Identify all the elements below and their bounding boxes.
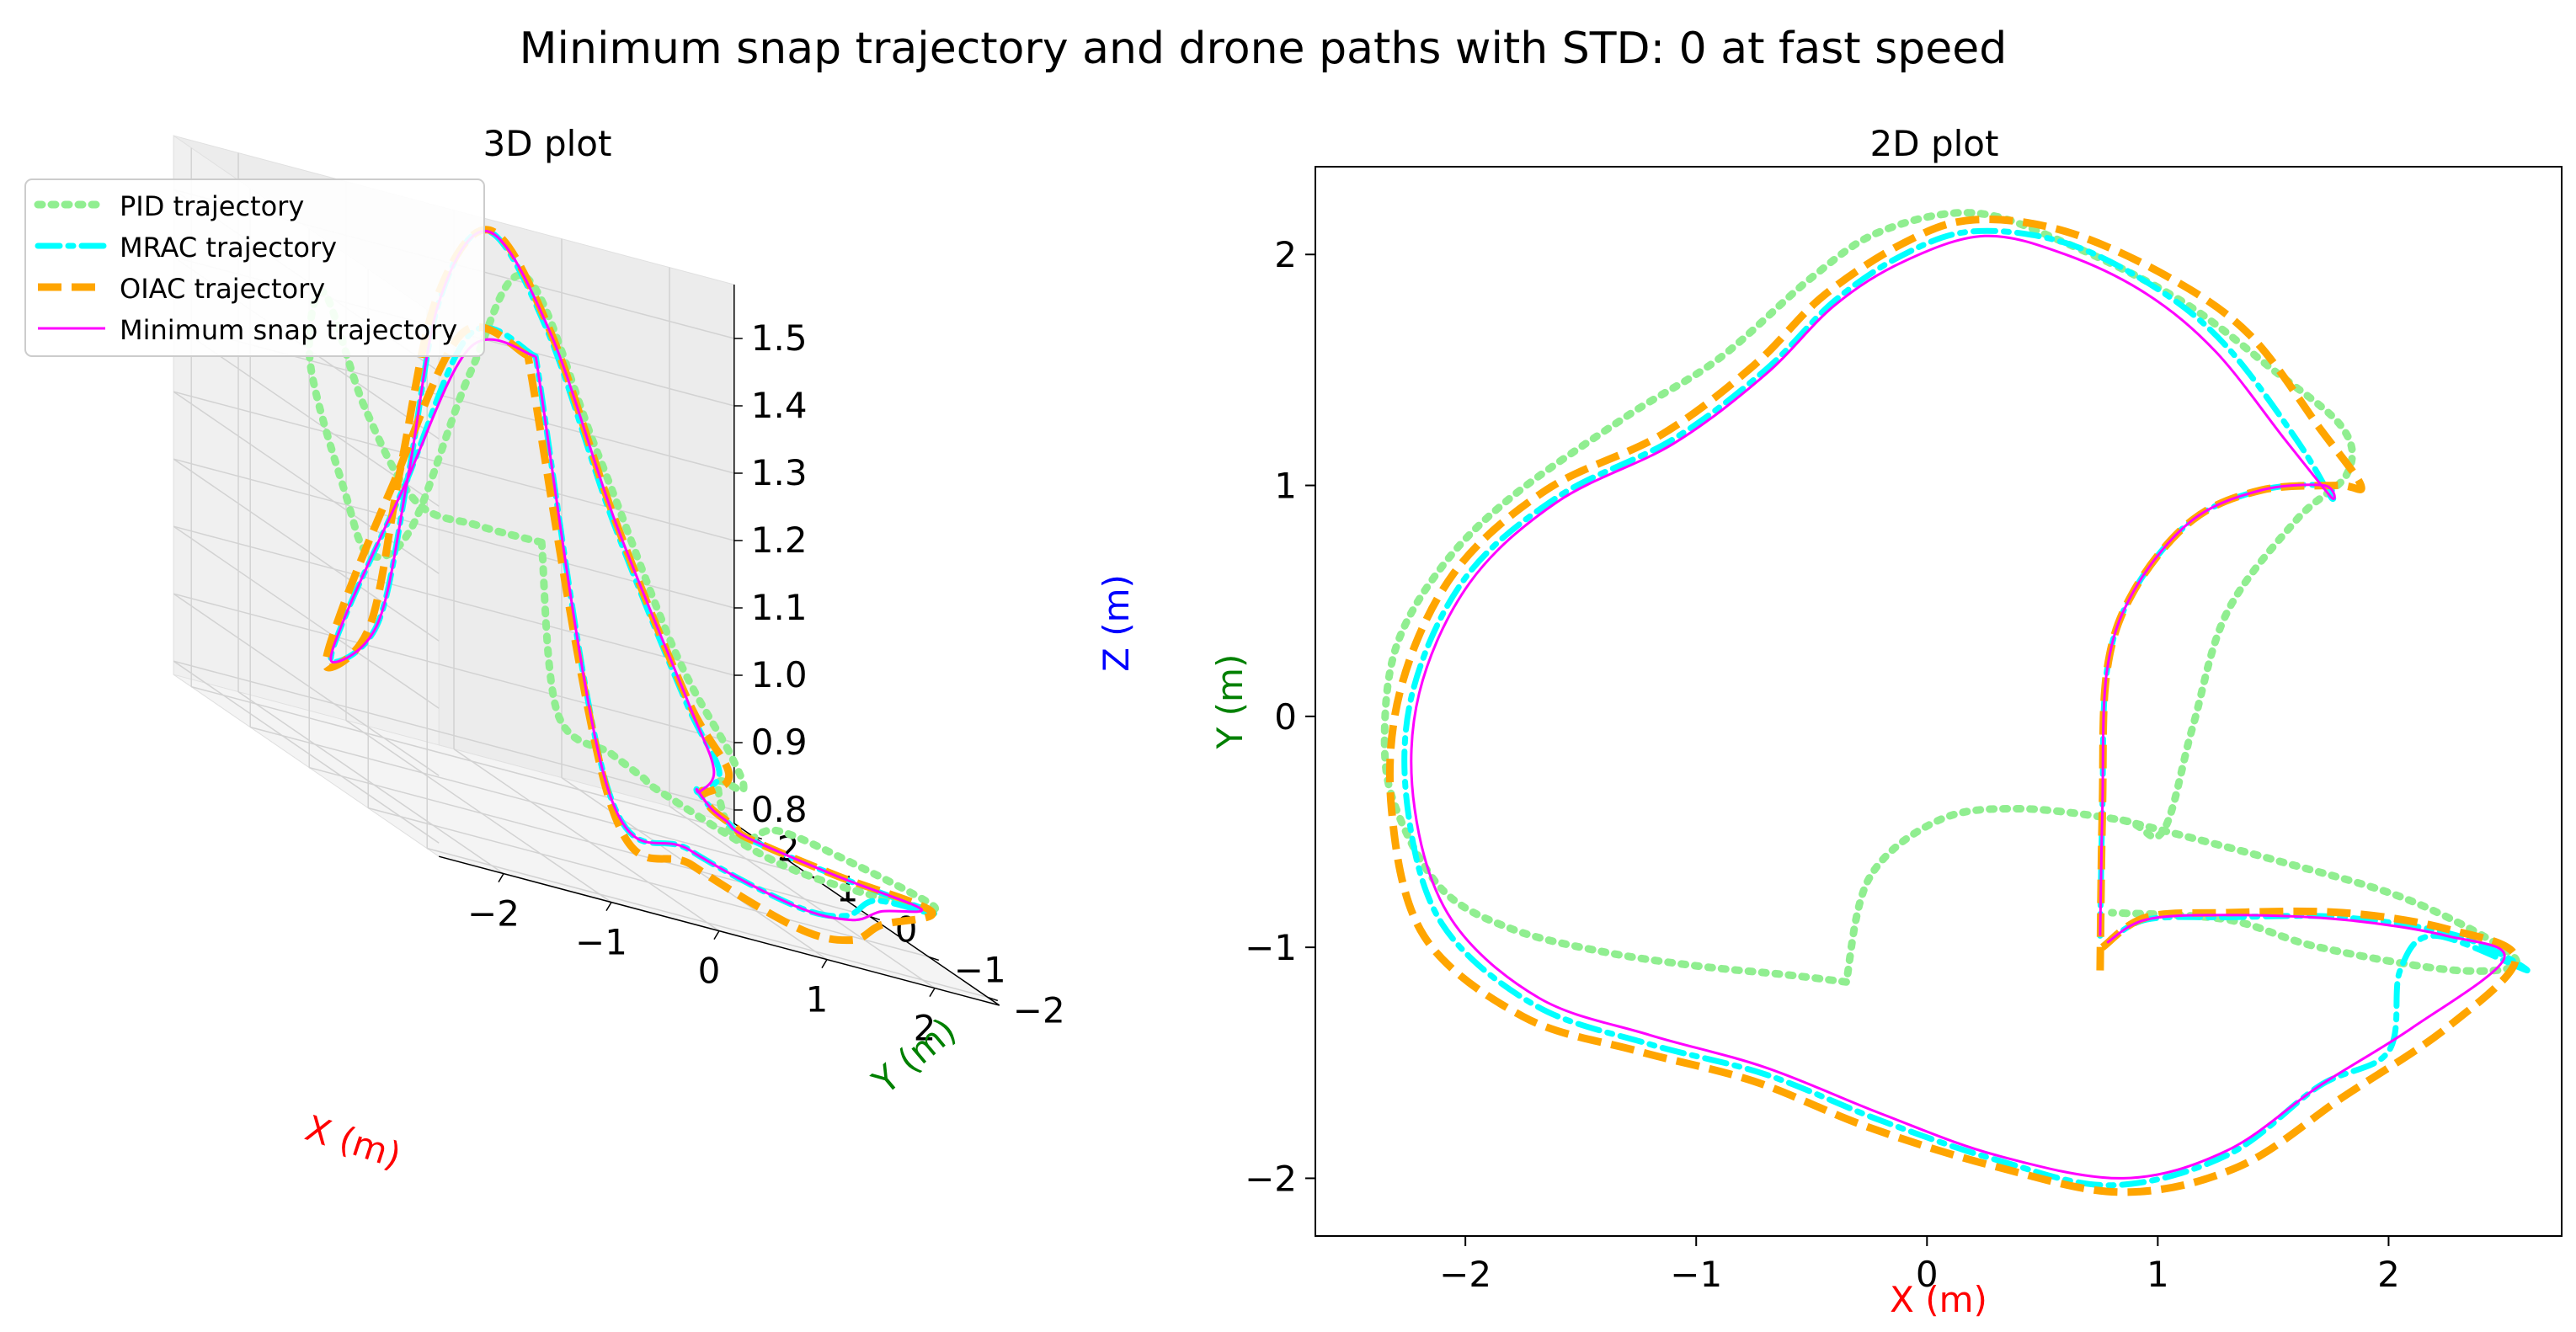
plot-2d-series (1380, 209, 2531, 1196)
tick-label-3d-z: 1.4 (751, 385, 808, 426)
grid-line-3d (191, 685, 752, 837)
tick-label-3d-y: −2 (1013, 989, 1065, 1031)
tick-label-3d-z: 1.0 (751, 654, 808, 695)
plot-2d-frame (1315, 166, 2563, 1237)
grid-line-3d (453, 748, 720, 932)
tick-label-3d-x: −2 (467, 893, 520, 935)
tick-label-3d-y: −1 (954, 949, 1006, 990)
grid-line-3d (173, 525, 734, 676)
plot-3d-line-mrac (328, 227, 938, 919)
tick-3d-x (713, 930, 720, 940)
plot-2d-ytick-label: 2 (1274, 234, 1297, 275)
tick-3d-y (869, 915, 881, 921)
legend-label-minsnap: Minimum snap trajectory (120, 314, 457, 346)
grid-line-3d (173, 660, 734, 811)
grid-line-3d (173, 391, 734, 541)
tick-label-3d-z: 1.2 (751, 519, 808, 561)
tick-label-3d-z: 1.3 (751, 452, 808, 493)
plot-2d-ytick-label: −2 (1245, 1158, 1297, 1199)
plot-3d-line-minsnap (329, 229, 924, 922)
tick-3d-x (821, 959, 828, 968)
plot-3d-title: 3D plot (483, 123, 612, 164)
grid-line-3d (250, 726, 811, 877)
plot-2d-ylabel: Y (m) (1209, 654, 1251, 750)
grid-line-3d (237, 690, 504, 875)
grid-line-3d (173, 660, 440, 844)
grid-line-3d (368, 807, 929, 958)
legend-label-pid: PID trajectory (120, 190, 304, 222)
grid-line-3d (345, 719, 612, 903)
legend-label-oiac: OIAC trajectory (120, 273, 325, 305)
tick-label-3d-x: 0 (698, 951, 721, 992)
legend: PID trajectory MRAC trajectory OIAC traj… (24, 178, 485, 357)
legend-box (24, 178, 485, 357)
tick-3d-y (928, 956, 940, 962)
plot-2d-xtick-label: −2 (1439, 1254, 1491, 1295)
grid-line-3d (669, 805, 936, 989)
legend-label-mrac: MRAC trajectory (120, 232, 337, 264)
figure-title: Minimum snap trajectory and drone paths … (520, 24, 2008, 74)
plot-2d-ytick-label: −1 (1245, 927, 1297, 968)
plot-2d-xtick-label: −1 (1670, 1254, 1722, 1295)
plot-2d-line-minsnap (1410, 234, 2506, 1180)
tick-label-3d-x: −1 (575, 922, 627, 963)
grid-line-3d (173, 593, 734, 743)
grid-line-3d (309, 766, 870, 918)
grid-line-3d (173, 593, 440, 776)
tick-label-3d-z: 1.1 (751, 587, 808, 628)
tick-label-3d-x: 1 (806, 979, 829, 1020)
tick-3d-y (987, 996, 999, 1002)
tick-label-3d-z: 0.8 (751, 789, 808, 830)
tick-3d-x (929, 988, 936, 997)
plot-2d-xtick-label: 2 (2377, 1254, 2400, 1295)
plot-2d-ticks: −2 −1 0 1 2 −2 −1 0 1 2 (1245, 234, 2400, 1295)
plot-2d-xlabel: X (m) (1890, 1279, 1987, 1320)
plot-2d-title: 2D plot (1870, 123, 1999, 164)
tick-label-3d-x: 2 (914, 1008, 936, 1049)
grid-line-3d (427, 847, 988, 999)
plot-3d-line-oiac (322, 226, 936, 945)
plot-2d-xtick-label: 1 (2147, 1254, 2169, 1295)
grid-line-3d (173, 458, 440, 642)
tick-label-3d-z: 0.9 (751, 722, 808, 763)
tick-label-3d-y: 0 (895, 908, 918, 950)
tick-label-3d-z: 1.5 (751, 317, 808, 359)
tick-3d-x (498, 873, 504, 882)
plot-2d: 2D plot −2 −1 0 1 2 −2 −1 0 1 2 X (m) Y (m) (1209, 123, 2563, 1320)
plot-2d-line-oiac (1385, 216, 2520, 1196)
plot-3d-zlabel: Z (m) (1096, 574, 1137, 672)
plot-2d-ytick-label: 1 (1274, 466, 1297, 507)
plot-2d-xtick-label: 0 (1916, 1254, 1939, 1295)
grid-line-3d (173, 525, 440, 709)
tick-3d-x (605, 902, 612, 911)
plot-2d-ytick-label: 0 (1274, 696, 1297, 738)
